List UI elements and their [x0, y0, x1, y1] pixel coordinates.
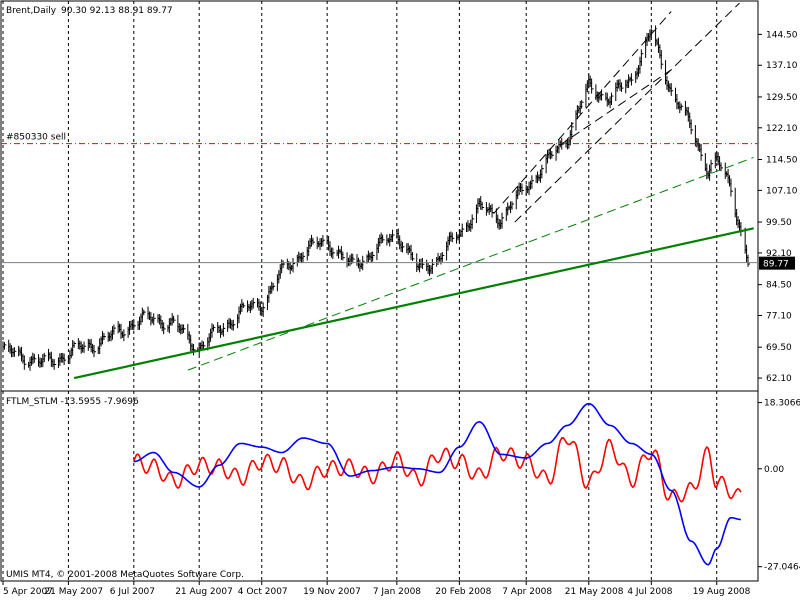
- indicator-header: FTLM_STLM -13.5955 -7.9696: [6, 397, 139, 407]
- price-tick-label: 92.10: [766, 249, 792, 259]
- osc-tick-label: -27.0464: [764, 563, 800, 573]
- price-tick-label: 84.50: [766, 281, 792, 291]
- price-tick-label: 69.50: [766, 343, 792, 353]
- time-tick-label: 21 May 2008: [565, 587, 624, 597]
- channel-line[interactable]: [493, 11, 672, 215]
- indicator-panel-frame: [0, 390, 759, 582]
- time-tick-label: 6 Jul 2007: [110, 587, 155, 597]
- time-tick-label: 19 Nov 2007: [303, 587, 361, 597]
- vertical-grid: [2, 1, 718, 581]
- copyright-label: UMIS MT4, © 2001-2008 MetaQuotes Softwar…: [6, 570, 244, 580]
- time-tick-label: 20 Feb 2008: [435, 587, 491, 597]
- time-tick-label: 4 Jul 2008: [627, 587, 672, 597]
- price-tick-label: 144.50: [766, 30, 798, 40]
- osc-tick-label: 18.3066: [764, 399, 800, 409]
- channel-line[interactable]: [560, 69, 672, 146]
- price-tick-label: 77.10: [766, 312, 792, 322]
- price-tick-label: 122.10: [766, 124, 798, 134]
- price-tick-label: 99.50: [766, 218, 792, 228]
- time-tick-label: 21 Aug 2007: [175, 587, 233, 597]
- price-bars: [2, 25, 750, 371]
- time-tick-label: 7 Apr 2008: [502, 587, 552, 597]
- time-tick-label: 21 May 2007: [44, 587, 103, 597]
- price-tick-label: 129.50: [766, 93, 798, 103]
- price-tick-label: 114.50: [766, 156, 798, 166]
- ftlm-line: [133, 402, 741, 566]
- symbol-header: Brent,Daily: [6, 6, 57, 16]
- last-price-label: 89.77: [763, 260, 789, 270]
- price-channel[interactable]: [493, 2, 740, 223]
- ohlc-header: 90.30 92.13 88.91 89.77: [61, 6, 173, 16]
- channel-line[interactable]: [514, 2, 740, 223]
- order-line-label: #850330 sell: [6, 133, 66, 143]
- price-tick-label: 107.10: [766, 186, 798, 196]
- stlm-line: [133, 436, 742, 503]
- main-trendline[interactable]: [73, 227, 754, 380]
- price-tick-label: 137.10: [766, 61, 798, 71]
- price-axis: 144.50 137.10 129.50 122.10 114.50 107.10 99.5…: [758, 30, 798, 384]
- time-tick-label: 19 Aug 2008: [693, 587, 751, 597]
- last-price-box: 89.77: [759, 256, 795, 270]
- dashed-trendline[interactable]: [187, 156, 754, 371]
- price-tick-label: 62.10: [766, 374, 792, 384]
- time-tick-label: 5 Apr 2007: [3, 587, 53, 597]
- oscillator-axis: 18.3066 0.00 -27.0464: [758, 399, 800, 573]
- time-tick-label: 4 Oct 2007: [238, 587, 288, 597]
- time-tick-label: 7 Jan 2008: [373, 587, 421, 597]
- osc-tick-label: 0.00: [764, 465, 784, 475]
